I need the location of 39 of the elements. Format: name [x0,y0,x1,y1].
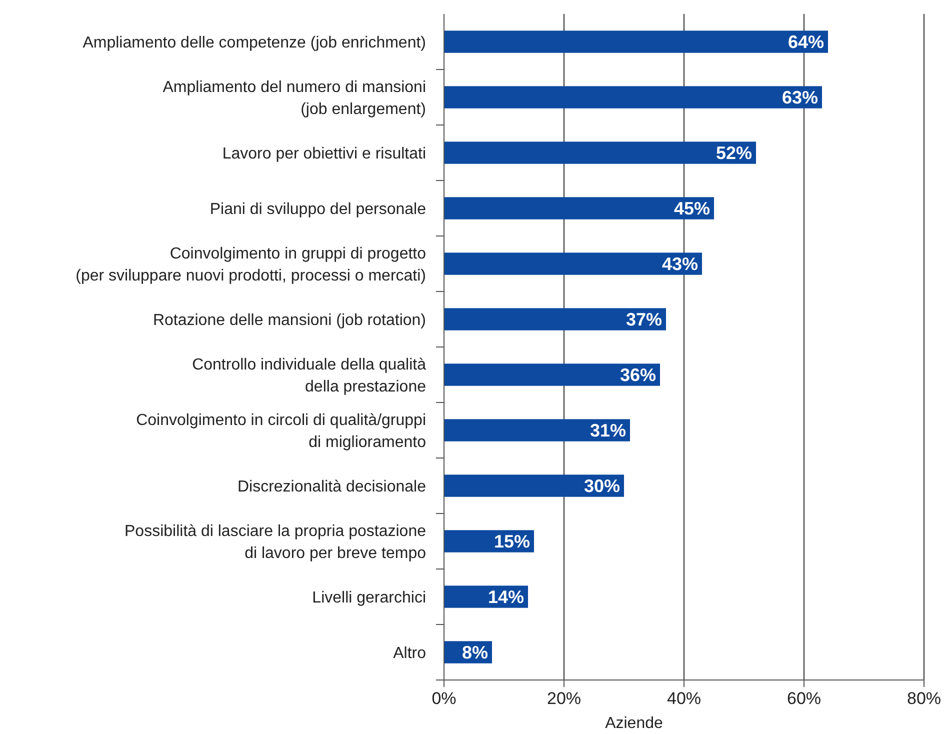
x-tick-label: 80% [906,689,942,708]
data-label: 14% [488,587,524,608]
data-label: 45% [674,198,710,219]
x-tick-label: 60% [786,689,822,708]
y-tick-label: Coinvolgimento in circoli di qualità/gruppi di miglioramento [136,412,426,451]
data-label: 30% [584,476,620,496]
y-tick-label: Discrezionalità decisionale [237,478,426,496]
data-label: 31% [590,420,626,441]
y-tick-label: Rotazione delle mansioni (job rotation) [152,312,426,329]
bar [444,252,702,275]
data-label: 8% [462,642,488,663]
y-tick-label: Piani di sviluppo del personale [210,200,426,218]
bar [444,419,630,442]
bar [444,474,624,497]
bar [444,308,666,330]
data-label: 37% [626,310,662,330]
bar [444,30,828,53]
data-label: 52% [716,143,752,164]
y-tick-label: Ampliamento del numero di mansioni (job enlargement) [162,78,426,118]
data-label: 43% [662,254,698,274]
x-axis-title: Aziende [605,715,664,732]
x-tick-label: 40% [666,689,702,708]
bar [444,197,714,220]
y-tick-label: Controllo individuale della qualità della prestazione [192,356,426,396]
data-label: 64% [788,32,824,52]
data-label: 63% [782,88,818,108]
data-label: 36% [620,365,656,386]
y-tick-label: Altro [393,644,426,662]
y-tick-label: Ampliamento delle competenze (job enrichment) [82,34,426,52]
y-tick-label: Coinvolgimento in gruppi di progetto (per sviluppare nuovi prodotti, processi o mercati) [76,245,426,284]
y-tick-label: Livelli gerarchici [312,589,426,606]
bar [444,142,756,164]
x-tick-label: 20% [546,689,582,708]
bar [444,364,660,386]
y-tick-label: Possibilità di lasciare la propria postazione di lavoro per breve tempo [124,522,426,562]
bar [444,86,822,108]
y-tick-label: Lavoro per obiettivi e risultati [222,145,426,162]
data-label: 15% [494,532,530,552]
x-tick-label: 0% [432,689,456,708]
